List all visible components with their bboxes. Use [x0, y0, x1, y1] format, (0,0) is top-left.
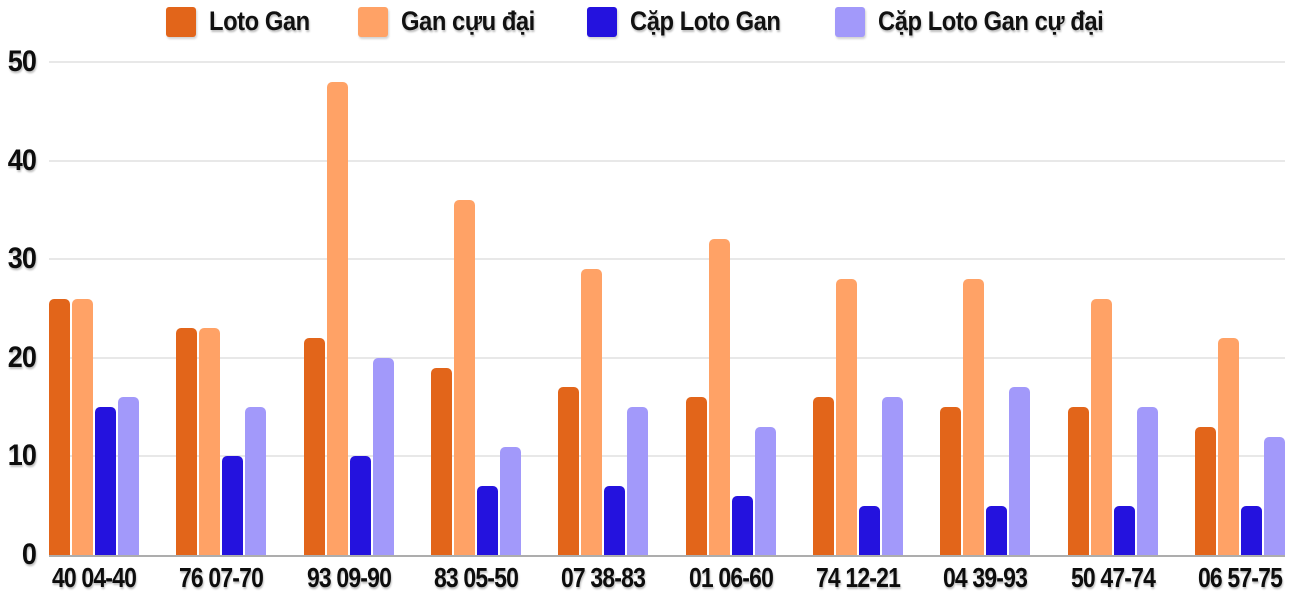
- x-axis-label: 83 05-50: [433, 562, 519, 593]
- bar-3[interactable]: [986, 505, 1008, 555]
- bar-3[interactable]: [731, 495, 753, 555]
- bar-4[interactable]: [500, 446, 521, 555]
- bar-2[interactable]: [454, 200, 475, 555]
- gridline: [49, 61, 1285, 63]
- x-axis-label: 93 09-90: [306, 562, 392, 593]
- y-tick-label: 20: [7, 340, 37, 374]
- legend-swatch: [166, 6, 197, 37]
- bar-group: [49, 62, 139, 555]
- legend-swatch: [586, 6, 617, 37]
- bar-4[interactable]: [882, 397, 903, 555]
- bar-2[interactable]: [708, 239, 730, 555]
- legend-label: Cặp Loto Gan: [629, 6, 781, 36]
- bar-group: [176, 62, 267, 555]
- legend-item[interactable]: Gan cựu đại: [357, 6, 553, 37]
- bar-3[interactable]: [1241, 505, 1262, 555]
- chart-legend: Loto Gan Gan cựu đại Cặp Loto Gan Cặp Loto …: [0, 6, 1300, 37]
- bar-3[interactable]: [222, 456, 244, 555]
- bar-3[interactable]: [1113, 505, 1135, 555]
- bar-1[interactable]: [1067, 407, 1089, 555]
- bar-1[interactable]: [49, 298, 70, 555]
- bar-2[interactable]: [1090, 298, 1112, 555]
- bar-1[interactable]: [940, 407, 962, 555]
- bar-1[interactable]: [813, 397, 834, 555]
- legend-label: Gan cựu đại: [400, 6, 535, 36]
- bar-group: [1195, 62, 1285, 555]
- legend-label: Cặp Loto Gan cự đại: [877, 6, 1104, 36]
- bar-4[interactable]: [245, 407, 267, 555]
- bar-4[interactable]: [1009, 387, 1031, 555]
- bar-group: [1067, 62, 1158, 555]
- bar-2[interactable]: [199, 328, 221, 555]
- y-tick-label: 30: [7, 242, 37, 276]
- bar-3[interactable]: [95, 407, 116, 555]
- bar-3[interactable]: [859, 505, 880, 555]
- bar-2[interactable]: [1218, 338, 1239, 555]
- bar-group: [940, 62, 1031, 555]
- bar-2[interactable]: [581, 269, 603, 555]
- legend-swatch: [834, 6, 865, 37]
- legend-item[interactable]: Loto Gan: [166, 6, 323, 37]
- gridline: [49, 455, 1285, 458]
- bar-group: [813, 62, 903, 555]
- y-tick-label: 40: [7, 143, 37, 177]
- bar-group: [303, 62, 394, 555]
- gridline: [49, 356, 1285, 359]
- legend-item[interactable]: Cặp Loto Gan: [586, 6, 801, 37]
- bar-3[interactable]: [604, 485, 626, 555]
- bar-2[interactable]: [72, 298, 93, 555]
- x-axis-label: 74 12-21: [815, 562, 901, 593]
- bar-1[interactable]: [431, 367, 452, 555]
- bar-2[interactable]: [326, 81, 348, 555]
- x-axis-label: 04 39-93: [943, 562, 1028, 593]
- bar-4[interactable]: [627, 407, 649, 555]
- y-tick-label: 50: [7, 45, 37, 78]
- gridline: [49, 258, 1285, 261]
- bar-4[interactable]: [1264, 436, 1285, 555]
- x-axis-label: 40 04-40: [51, 562, 137, 593]
- plot-area: [49, 61, 1285, 557]
- bar-4[interactable]: [118, 397, 139, 555]
- bar-4[interactable]: [1136, 407, 1158, 555]
- bar-group: [685, 62, 776, 555]
- bar-1[interactable]: [558, 387, 580, 555]
- bar-group: [431, 62, 521, 555]
- bar-group: [558, 62, 649, 555]
- legend-label: Loto Gan: [209, 6, 310, 36]
- x-axis-label: 07 38-83: [561, 562, 646, 593]
- bar-1[interactable]: [303, 338, 325, 555]
- y-tick-label: 10: [7, 439, 37, 473]
- x-axis-label: 06 57-75: [1197, 562, 1283, 593]
- bar-1[interactable]: [176, 328, 198, 555]
- bar-2[interactable]: [963, 278, 985, 555]
- bar-3[interactable]: [477, 485, 498, 555]
- x-axis-label: 76 07-70: [179, 562, 264, 593]
- bar-4[interactable]: [754, 426, 776, 555]
- bar-2[interactable]: [836, 278, 857, 555]
- legend-swatch: [357, 6, 388, 37]
- x-axis-label: 01 06-60: [688, 562, 774, 593]
- y-tick-label: 0: [21, 538, 37, 571]
- bar-4[interactable]: [372, 357, 394, 555]
- bar-1[interactable]: [685, 397, 707, 555]
- bar-1[interactable]: [1195, 426, 1216, 555]
- legend-item[interactable]: Cặp Loto Gan cự đại: [834, 6, 1134, 37]
- bar-3[interactable]: [349, 456, 371, 555]
- x-axis-label: 50 47-74: [1070, 562, 1156, 593]
- gridline: [49, 159, 1285, 162]
